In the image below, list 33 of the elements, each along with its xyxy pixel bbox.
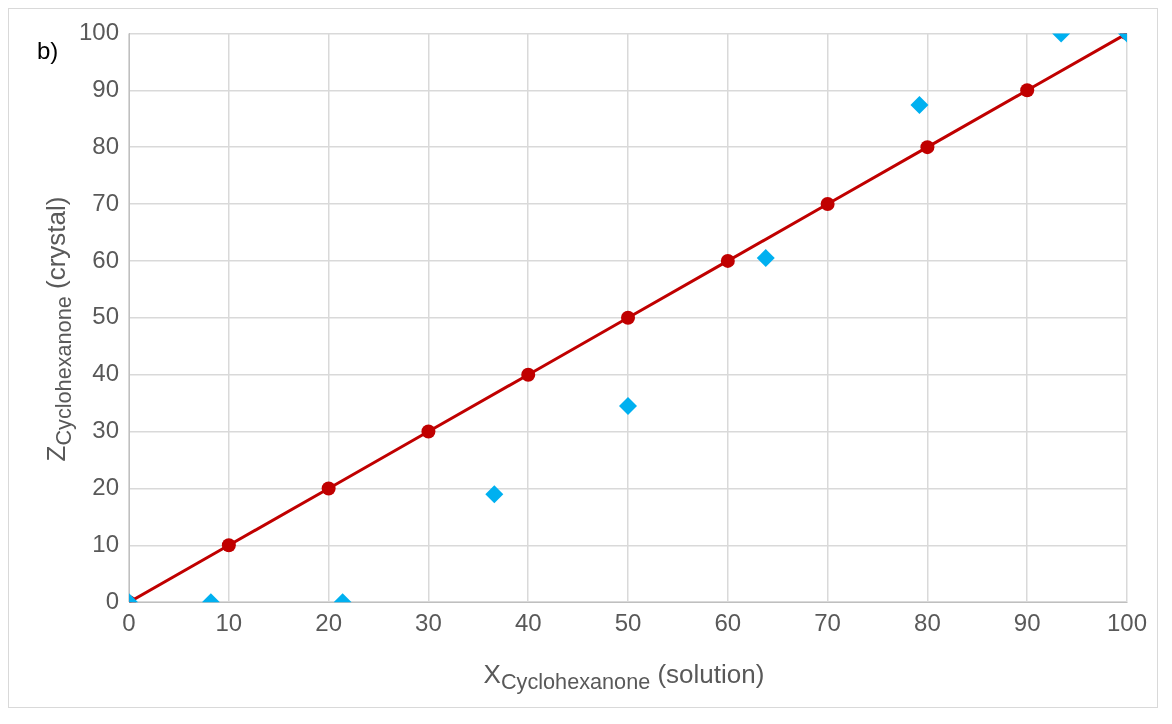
x-tick-label: 60: [714, 609, 742, 637]
x-tick-label: 40: [514, 609, 542, 637]
point: [910, 96, 929, 115]
x-axis-title: X$_{Cyclohexanone}$ (solution): [482, 658, 766, 695]
y-tick-label: 80: [92, 131, 120, 159]
y-tick-label: 30: [92, 416, 120, 444]
point: [621, 310, 636, 325]
y-tick-label: 90: [92, 74, 120, 102]
y-tick-label: 20: [92, 473, 120, 501]
point: [920, 140, 935, 155]
point: [421, 424, 436, 439]
x-tick-label: 30: [415, 609, 442, 637]
x-tick-label: 80: [914, 609, 941, 637]
point: [756, 249, 775, 268]
y-tick-label: 40: [92, 359, 120, 387]
x-tick-label: 90: [1013, 609, 1041, 637]
point: [720, 253, 735, 268]
y-tick-label: 10: [92, 529, 120, 557]
y-tick-label: 50: [92, 302, 120, 330]
x-tick-label: 100: [1106, 609, 1148, 637]
y-tick-label: 60: [92, 245, 120, 273]
point: [619, 396, 638, 415]
x-tick-label: 50: [614, 609, 642, 637]
y-tick-label: 70: [92, 188, 120, 216]
point: [521, 367, 536, 382]
point: [820, 197, 835, 212]
y-tick-label: 0: [105, 586, 120, 614]
x-tick-label: 20: [315, 609, 342, 637]
point: [1020, 83, 1035, 98]
text: b): [37, 37, 59, 65]
x-tick-label: 10: [215, 609, 243, 637]
x-tick-label: 70: [814, 609, 841, 637]
y-tick-label: 100: [79, 18, 120, 46]
